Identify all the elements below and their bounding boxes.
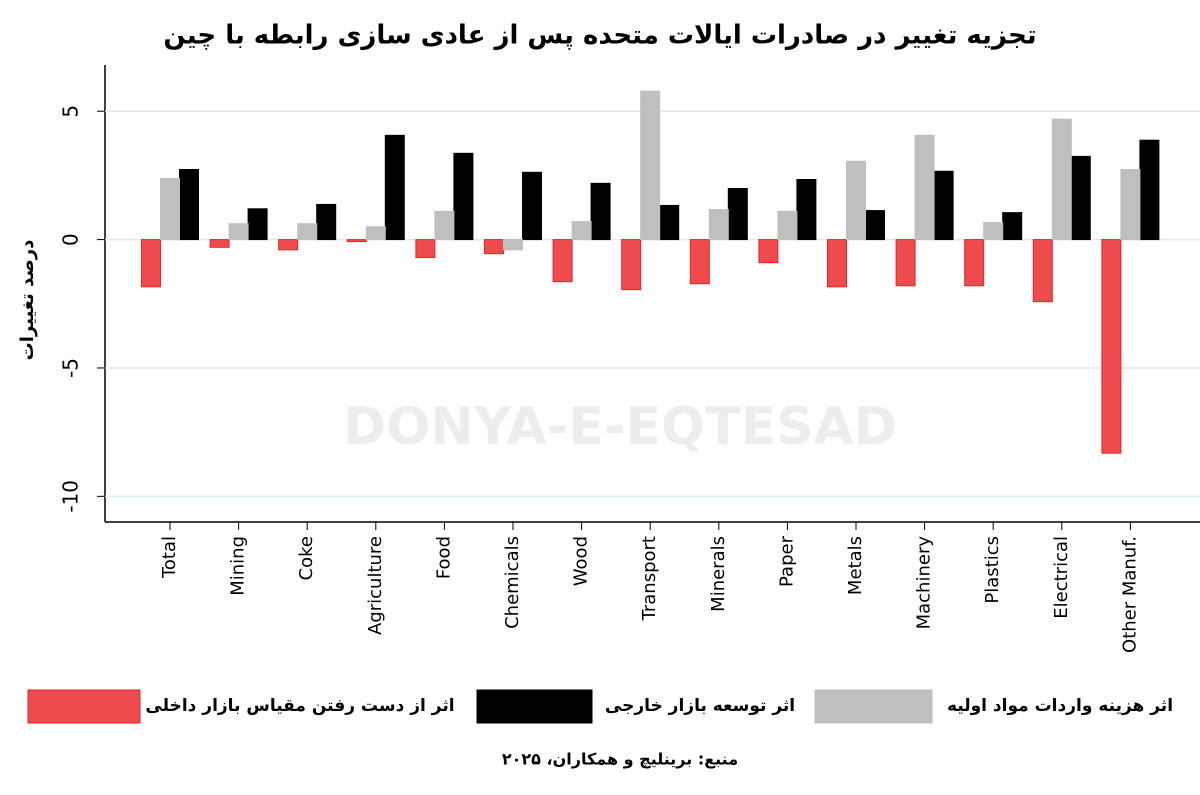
legend-swatch xyxy=(476,689,593,724)
bar xyxy=(1120,168,1141,241)
bar xyxy=(827,239,847,288)
bar xyxy=(228,223,249,241)
bar xyxy=(141,239,161,288)
bar xyxy=(689,239,710,285)
bar xyxy=(1032,239,1053,303)
legend-label: اثر توسعه بازار خارجی xyxy=(605,696,795,716)
bar xyxy=(415,239,436,259)
x-tick-label: Paper xyxy=(776,535,797,587)
x-tick-label: Electrical xyxy=(1051,536,1072,619)
bar xyxy=(1101,239,1122,454)
x-tick-label: Agriculture xyxy=(365,536,386,635)
bar xyxy=(983,222,1004,241)
bar xyxy=(179,168,199,241)
bar xyxy=(316,203,337,241)
bar xyxy=(1051,118,1072,241)
legend-label: اثر از دست رفتن مقیاس بازار داخلی xyxy=(145,696,454,716)
bar xyxy=(964,239,985,287)
bar xyxy=(522,171,542,241)
bar xyxy=(727,187,748,241)
bar xyxy=(297,223,318,241)
bar xyxy=(434,210,455,241)
x-tick-label: Plastics xyxy=(982,536,1003,604)
x-tick-label: Other Manuf. xyxy=(1119,536,1140,653)
y-tick-label: -10 xyxy=(59,480,83,513)
bar xyxy=(846,160,866,241)
bar xyxy=(384,134,405,241)
x-tick-label: Machinery xyxy=(914,536,935,630)
bar xyxy=(365,226,386,241)
bar xyxy=(484,239,504,255)
x-tick-label: Transport xyxy=(639,536,660,621)
chart-title: تجزیه تغییر در صادرات ایالات متحده پس از… xyxy=(163,21,1036,51)
bar xyxy=(1139,139,1160,241)
y-tick-label: 0 xyxy=(59,233,83,246)
bar xyxy=(777,210,798,241)
bar xyxy=(933,170,954,241)
source: منبع: برینلیچ و همکاران، ۲۰۲۵ xyxy=(502,750,738,769)
bar xyxy=(247,208,268,241)
x-tick-label: Wood xyxy=(571,536,592,586)
bar xyxy=(758,239,779,264)
bar xyxy=(453,152,474,241)
y-axis-label: درصد تغییرات xyxy=(17,240,38,361)
legend-swatch xyxy=(27,689,141,724)
x-tick-label: Metals xyxy=(845,536,866,595)
bar xyxy=(209,239,230,248)
bar xyxy=(1002,212,1023,241)
bar xyxy=(708,209,729,241)
bar xyxy=(640,90,661,241)
watermark: DONYA-E-EQTESAD xyxy=(343,397,897,457)
legend-swatch xyxy=(814,689,933,724)
x-tick-label: Total xyxy=(159,536,180,579)
bar xyxy=(503,239,523,251)
bar xyxy=(571,221,592,241)
y-tick-label: -5 xyxy=(59,358,83,378)
bar xyxy=(796,179,817,241)
x-tick-label: Food xyxy=(433,536,454,579)
x-tick-label: Chemicals xyxy=(502,536,523,629)
x-tick-label: Coke xyxy=(296,536,317,580)
bar xyxy=(278,239,299,251)
bar xyxy=(621,239,642,291)
legend-label: اثر هزینه واردات مواد اولیه xyxy=(947,696,1173,716)
x-tick-label: Minerals xyxy=(708,536,729,612)
bar xyxy=(895,239,916,287)
bar xyxy=(590,182,611,241)
bar xyxy=(659,204,680,241)
bar xyxy=(914,134,935,241)
bar xyxy=(552,239,573,283)
bar xyxy=(346,239,367,243)
x-tick-label: Mining xyxy=(228,536,249,596)
y-tick-label: 5 xyxy=(59,105,83,118)
bar xyxy=(865,210,885,241)
bar xyxy=(160,177,180,241)
bar xyxy=(1070,155,1091,241)
